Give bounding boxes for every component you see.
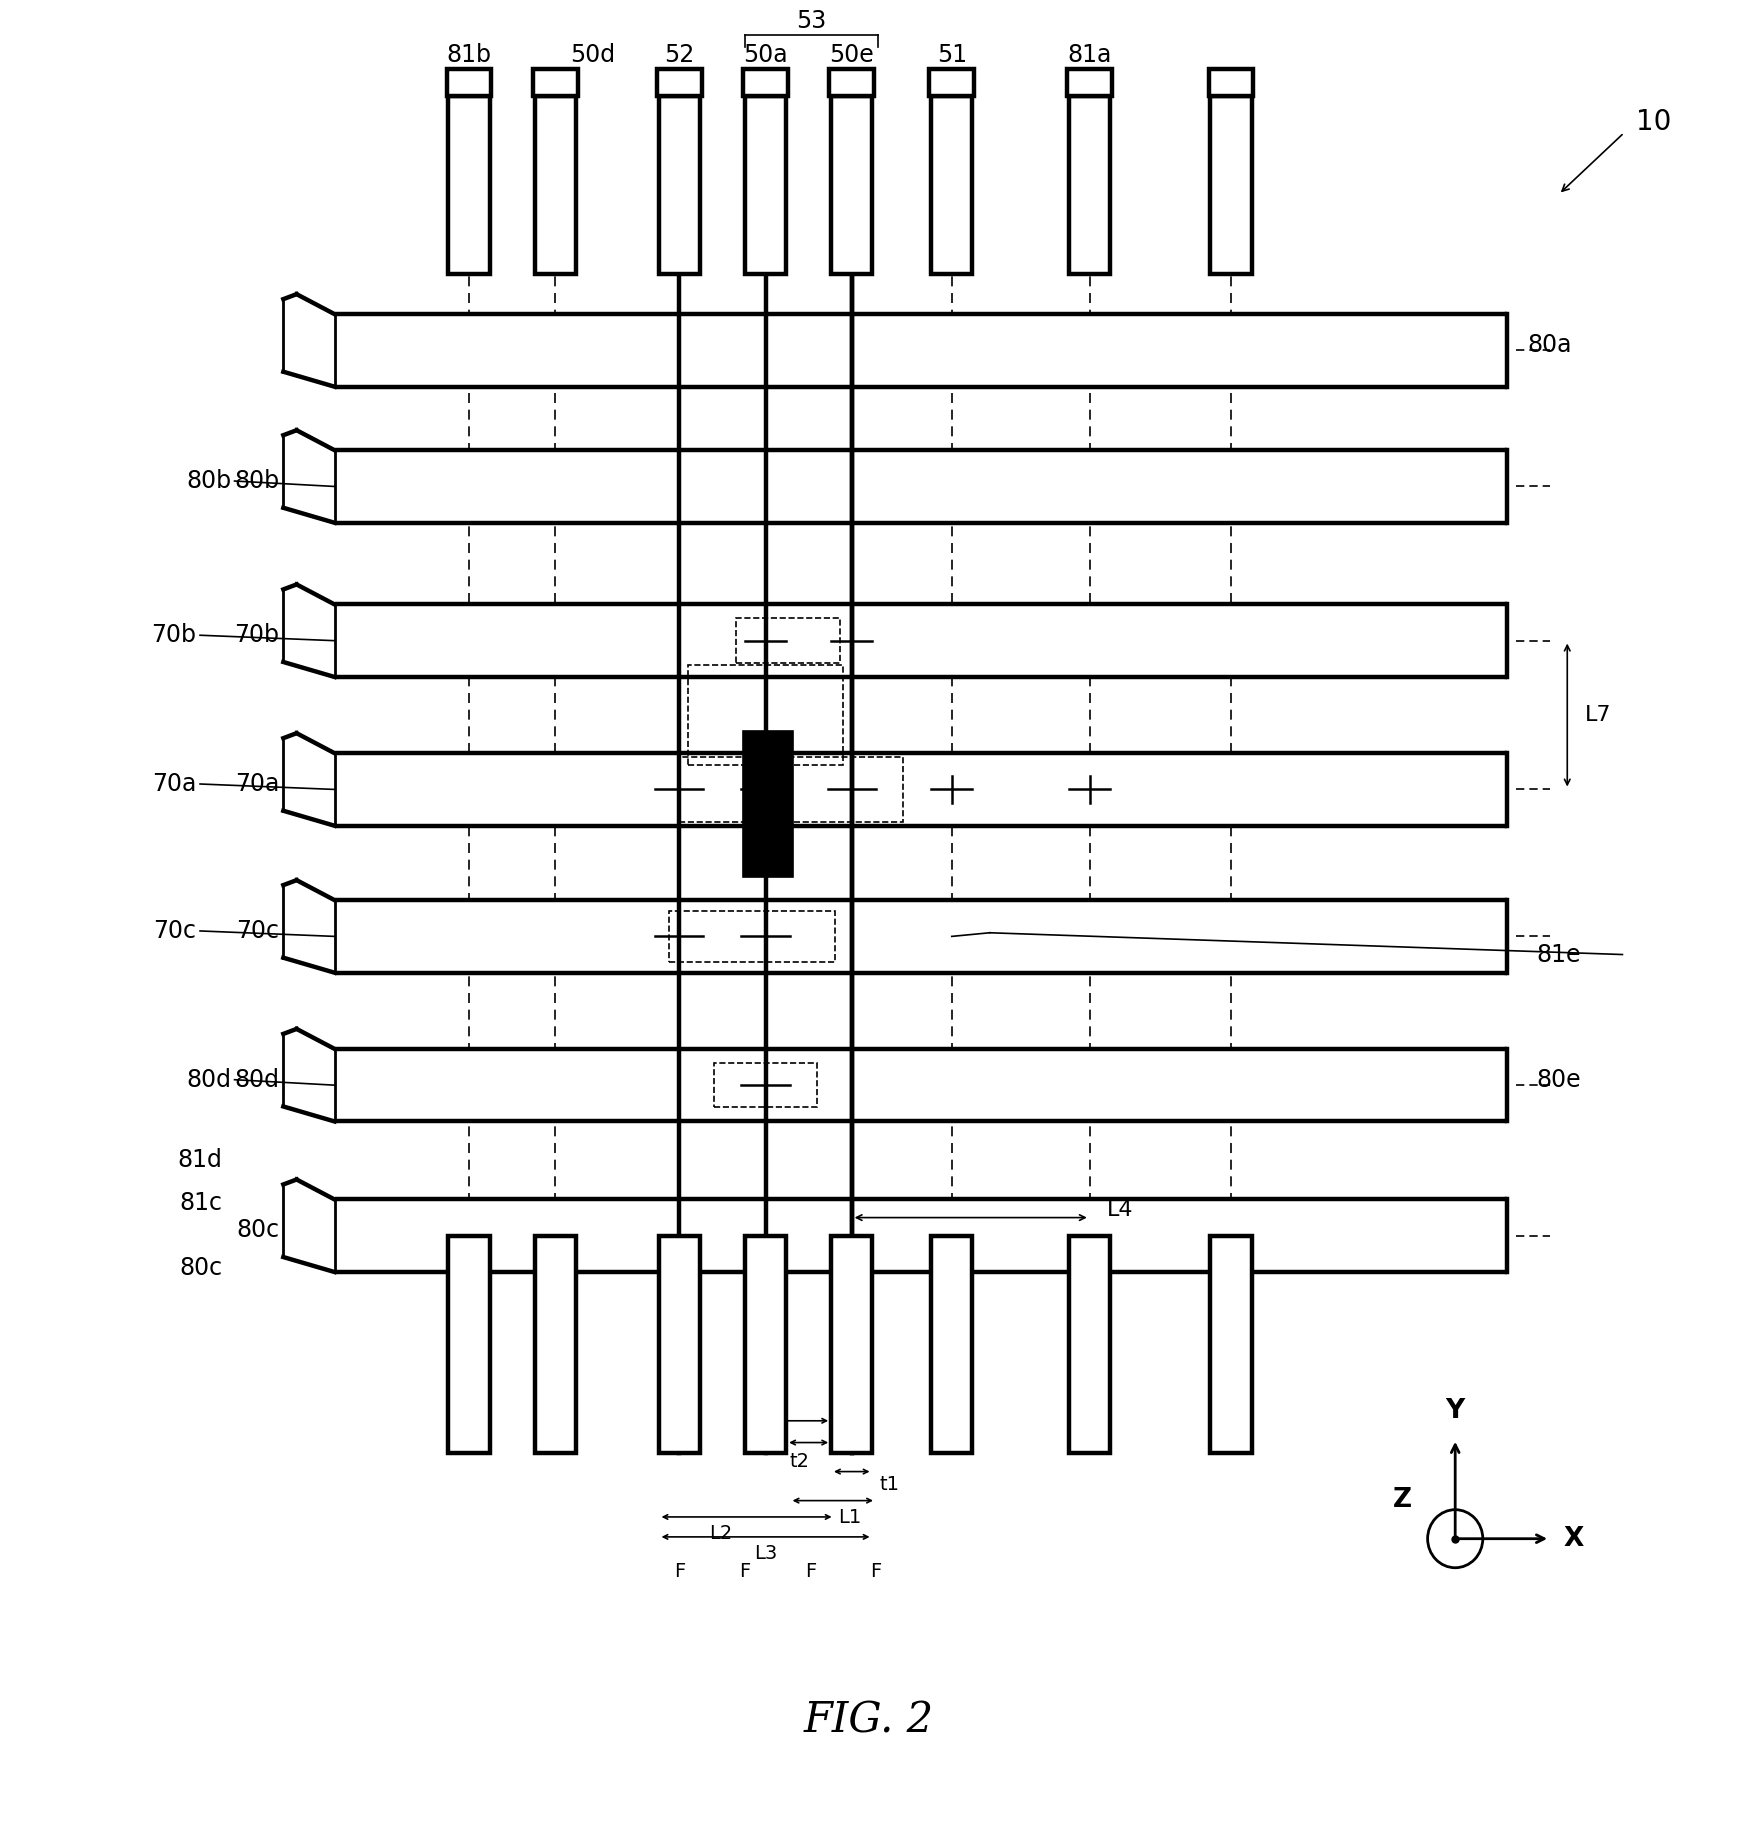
Text: 81e: 81e [1536,943,1582,967]
Bar [930,70,975,96]
Bar [657,70,702,96]
Text: L1: L1 [838,1507,862,1528]
Bar [737,618,839,664]
Polygon shape [283,1030,1507,1122]
Text: Z: Z [1394,1487,1411,1513]
Text: t1: t1 [879,1476,899,1494]
Text: 50e: 50e [829,44,874,68]
Bar [535,1236,575,1454]
Text: 51: 51 [937,44,966,68]
Text: F: F [674,1563,685,1581]
Bar [659,1236,700,1454]
Bar [659,96,700,275]
Polygon shape [283,880,1507,972]
Bar [1210,1236,1251,1454]
Bar [534,70,577,96]
Text: 81b: 81b [447,44,492,68]
Text: 70c: 70c [153,919,196,943]
Text: L4: L4 [1107,1201,1133,1220]
Bar [744,731,793,876]
Text: 80c: 80c [236,1218,280,1242]
Bar [448,1236,490,1454]
Bar [746,1236,786,1454]
Text: 80b: 80b [235,469,280,493]
Bar [932,1236,973,1454]
Bar [746,96,786,275]
Text: 80c: 80c [179,1256,222,1280]
Bar [669,911,834,961]
Text: 81c: 81c [179,1192,222,1216]
Text: Y: Y [1446,1399,1465,1424]
Polygon shape [283,732,1507,827]
Polygon shape [283,585,1507,677]
Bar [831,96,872,275]
Polygon shape [283,293,1507,387]
Bar [1069,96,1111,275]
Text: 52: 52 [664,44,695,68]
Bar [448,96,490,275]
Text: 50d: 50d [570,44,615,68]
Bar [1067,70,1112,96]
Bar [535,96,575,275]
Text: FIG. 2: FIG. 2 [805,1699,933,1742]
Text: 80d: 80d [235,1068,280,1092]
Bar [714,1063,817,1107]
Bar [1208,70,1253,96]
Text: t2: t2 [789,1452,810,1470]
Text: 70b: 70b [151,624,196,648]
Text: 53: 53 [796,9,826,33]
Polygon shape [283,1179,1507,1271]
Text: L3: L3 [754,1544,777,1563]
Text: L2: L2 [709,1524,732,1542]
Bar [1210,96,1251,275]
Text: 70c: 70c [236,919,280,943]
Bar [680,756,904,823]
Text: t3: t3 [749,1391,768,1410]
Bar [688,666,843,766]
Text: 80e: 80e [1536,1068,1582,1092]
Text: 50a: 50a [744,44,787,68]
Bar [831,1236,872,1454]
Text: X: X [1564,1526,1585,1552]
Text: 10: 10 [1635,107,1672,137]
Text: 81d: 81d [177,1148,222,1172]
Text: F: F [871,1563,881,1581]
Polygon shape [283,430,1507,522]
Text: L7: L7 [1585,705,1611,725]
Text: F: F [739,1563,751,1581]
Bar [932,96,973,275]
Text: 80d: 80d [186,1068,231,1092]
Text: 70a: 70a [153,771,196,795]
Bar [744,70,787,96]
Text: 81a: 81a [1067,44,1112,68]
Bar [447,70,492,96]
Text: F: F [805,1563,817,1581]
Text: 80b: 80b [186,469,231,493]
Bar [1069,1236,1111,1454]
Text: 70a: 70a [235,771,280,795]
Text: 80a: 80a [1528,332,1573,356]
Bar [829,70,874,96]
Text: 70b: 70b [235,624,280,648]
